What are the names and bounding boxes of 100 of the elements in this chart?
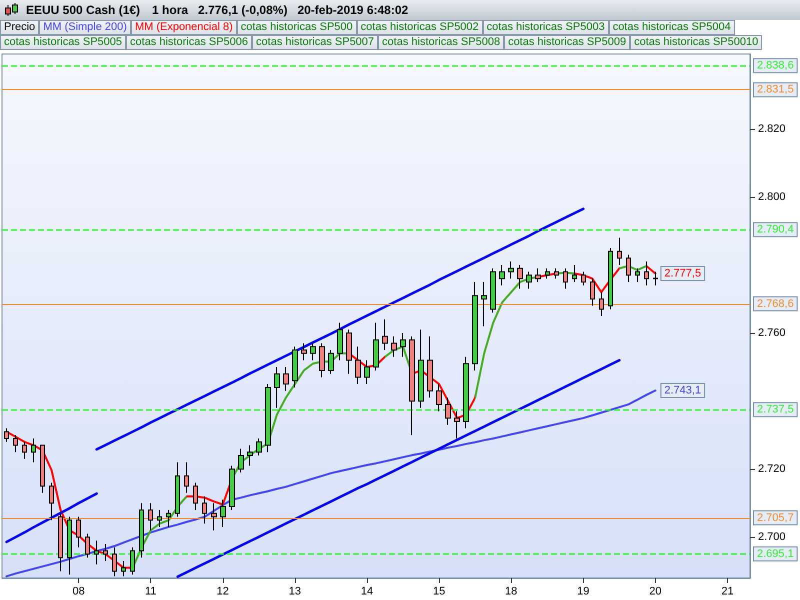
candlestick (545, 268, 550, 280)
candlestick (364, 360, 370, 385)
candlestick (535, 268, 541, 282)
candlestick (526, 271, 532, 290)
candlestick (157, 509, 162, 528)
candlestick (76, 516, 81, 548)
text: cotas historicas SP5009 (504, 35, 630, 50)
text: cotas historicas SP5003 (482, 20, 609, 35)
candlestick (644, 261, 649, 286)
text: cotas historicas SP500 (236, 20, 357, 35)
candlestick (202, 496, 207, 524)
candlestick (490, 268, 496, 314)
candlestick (391, 336, 397, 358)
candlestick (130, 546, 135, 576)
x-tick-label: 14 (360, 586, 374, 598)
candlestick (355, 346, 361, 385)
x-tick-label: 08 (72, 586, 85, 598)
candlestick (436, 384, 442, 412)
candlestick (40, 444, 45, 494)
y-tick-label: 2.800 (758, 190, 786, 203)
text: cotas historicas SP50010 (630, 35, 762, 50)
candlestick (103, 543, 108, 562)
candlestick (256, 438, 262, 456)
text: cotas historicas SP5006 (126, 35, 252, 50)
candlestick (58, 512, 63, 572)
ref-line-label: 2.705,7 (757, 512, 794, 524)
x-tick-label: 18 (505, 586, 518, 598)
x-tick-label: 12 (216, 586, 229, 598)
ref-line-label: 2.695,1 (757, 548, 794, 560)
candlestick (184, 462, 189, 494)
candlestick (112, 546, 117, 577)
candlestick (175, 462, 180, 518)
candlestick (418, 329, 424, 408)
candlestick (310, 342, 316, 361)
x-tick-label: 19 (577, 586, 590, 598)
text: cotas historicas SP5005 (0, 35, 126, 50)
ref-line-label: 2.790,4 (757, 224, 794, 236)
candlestick (581, 271, 586, 286)
candlestick (247, 444, 253, 466)
ref-line-label: 2.768,6 (757, 298, 794, 310)
candlestick (400, 332, 406, 358)
x-tick-label: 21 (721, 586, 734, 598)
candlestick (599, 292, 604, 316)
candlestick (445, 397, 451, 426)
candlestick (563, 268, 568, 290)
candlestick (265, 384, 271, 453)
candlestick (626, 254, 631, 282)
candlestick (85, 533, 90, 558)
candlestick (382, 318, 388, 351)
text: cotas historicas SP5007 (252, 35, 378, 50)
data-label: 2.743,1 (664, 384, 702, 397)
candlestick (454, 410, 460, 439)
candlestick (409, 336, 415, 436)
line-series (6, 390, 656, 578)
candlestick (139, 502, 144, 558)
candlestick (193, 482, 198, 510)
candlestick (653, 271, 658, 286)
candlestick (463, 356, 469, 429)
line-series (5, 492, 98, 544)
line-series (176, 358, 621, 578)
candlestick (13, 434, 18, 453)
candlestick (319, 342, 325, 378)
candlestick (166, 509, 171, 528)
candlestick (301, 342, 307, 361)
text: MM (Exponencial 8) (130, 20, 237, 35)
candlestick (508, 261, 514, 280)
text: cotas historicas SP5002 (356, 20, 483, 35)
candlestick (49, 482, 54, 521)
x-tick-label: 11 (144, 586, 156, 598)
candlestick (572, 264, 577, 282)
candlestick (220, 499, 226, 528)
candlestick (292, 346, 298, 388)
legend-label: Precio (0, 20, 40, 35)
candlestick (337, 322, 343, 361)
candlestick (283, 366, 289, 392)
candlestick (346, 329, 352, 374)
y-tick-label: 2.700 (758, 531, 786, 544)
candlestick (481, 281, 487, 327)
x-tick-label: 15 (432, 586, 446, 598)
candlestick (635, 268, 640, 282)
candlestick (238, 448, 244, 474)
data-label: 2.777,5 (664, 267, 702, 280)
candlestick (590, 278, 595, 306)
candlestick (328, 350, 334, 374)
candlestick (617, 237, 622, 266)
candlestick (31, 438, 36, 463)
candlestick (94, 540, 99, 565)
chart-title: EEUU 500 Cash (1€) (26, 3, 140, 17)
candlestick (148, 502, 153, 531)
ref-line-label: 2.838,6 (757, 60, 794, 72)
text: cotas historicas SP5008 (378, 35, 504, 50)
candlestick (274, 366, 280, 408)
y-tick-label: 2.820 (758, 122, 786, 135)
candlestick (499, 264, 505, 286)
candlestick (121, 560, 126, 577)
y-tick-label: 2.760 (758, 327, 786, 340)
ref-line-label: 2.831,5 (757, 84, 794, 96)
y-tick-label: 2.720 (758, 463, 786, 476)
text: MM (Simple 200) (39, 20, 131, 35)
candlestick (373, 322, 379, 371)
